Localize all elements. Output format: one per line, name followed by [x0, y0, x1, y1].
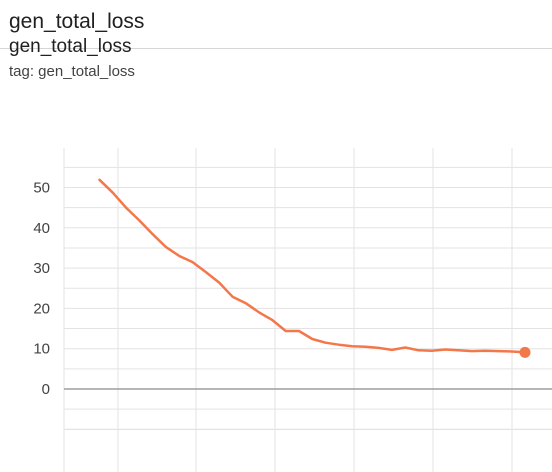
chart-card — [0, 49, 552, 472]
page-title: gen_total_loss — [9, 10, 145, 33]
vertical-gridlines — [63, 148, 513, 472]
y-tick-labels: 0 10 20 30 40 50 — [33, 180, 50, 399]
y-tick-label: 10 — [33, 341, 50, 358]
y-tick-label: 0 — [42, 381, 50, 398]
y-tick-label: 50 — [33, 180, 50, 197]
y-tick-label: 20 — [33, 300, 50, 317]
page-header: gen_total_loss — [0, 0, 552, 49]
y-tick-label: 40 — [33, 220, 50, 237]
last-point-marker — [519, 346, 531, 358]
series-layer — [98, 178, 531, 358]
y-tick-label: 30 — [33, 260, 50, 277]
chart-title: gen_total_loss — [9, 36, 132, 57]
chart-tag: tag: gen_total_loss — [9, 63, 135, 80]
horizontal-gridlines — [64, 166, 552, 430]
series-line — [98, 178, 527, 354]
